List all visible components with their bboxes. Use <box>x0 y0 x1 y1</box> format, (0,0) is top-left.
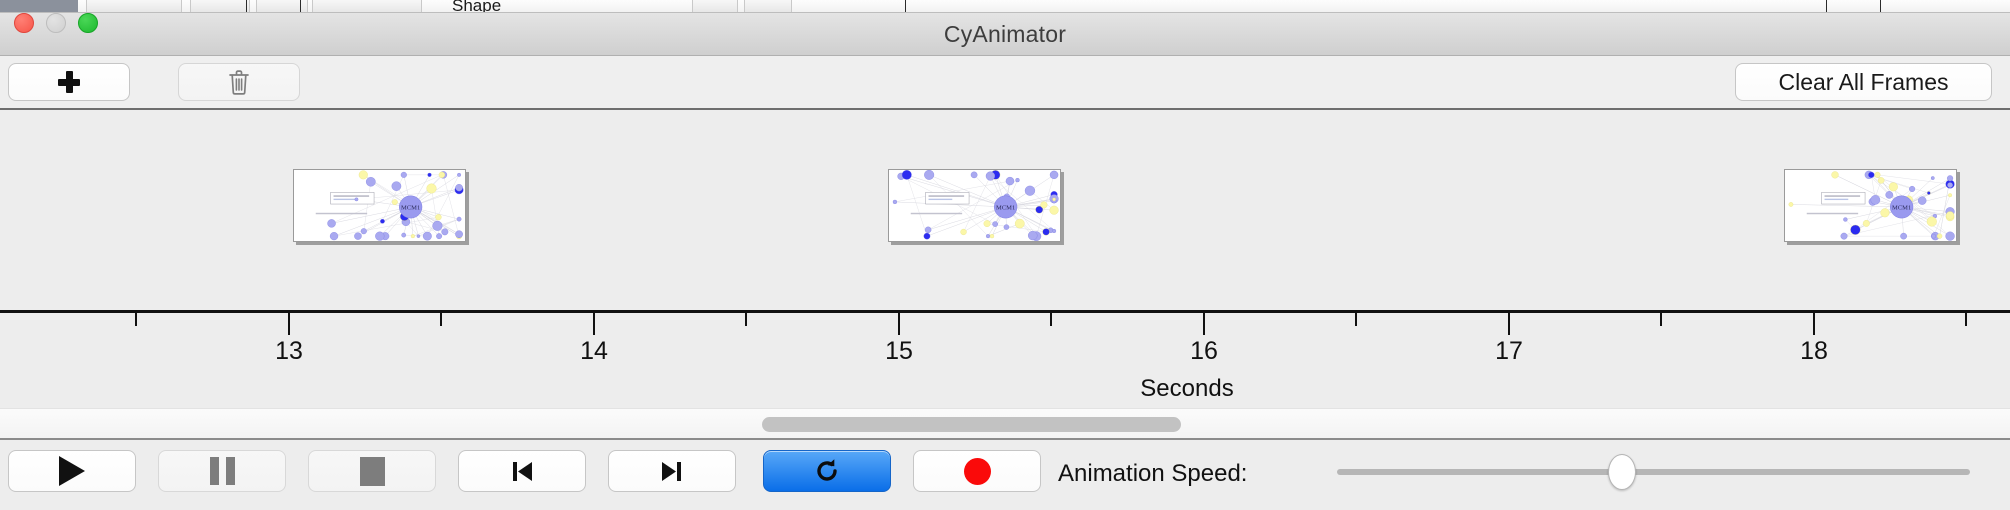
animation-speed-label: Animation Speed: <box>1058 460 1248 487</box>
axis-tick-label: 14 <box>580 337 608 365</box>
timeline-horizontal-scrollbar[interactable] <box>0 408 2010 440</box>
background-window-title: Shape <box>452 0 502 13</box>
title-bar: CyAnimator <box>0 13 2010 56</box>
plus-icon <box>58 71 80 93</box>
play-icon <box>59 456 85 486</box>
axis-tick-label: 13 <box>275 337 303 365</box>
animation-speed-slider[interactable] <box>1337 454 1970 490</box>
pause-icon <box>209 457 235 485</box>
background-window-dark-chip <box>0 0 78 12</box>
frame-thumbnail-3[interactable]: MCM1 <box>1784 169 1957 242</box>
skip-to-start-button[interactable] <box>458 450 586 492</box>
background-window-chip <box>692 0 738 12</box>
svg-text:MCM1: MCM1 <box>1892 205 1911 212</box>
svg-text:MCM1: MCM1 <box>996 205 1015 212</box>
slider-thumb[interactable] <box>1607 454 1636 490</box>
axis-tick-minor <box>1050 313 1052 326</box>
background-window-chip <box>256 0 308 12</box>
axis-tick-major <box>1508 313 1510 335</box>
axis-tick-major <box>1203 313 1205 335</box>
background-window-chip <box>744 0 792 12</box>
pause-button[interactable] <box>158 450 286 492</box>
background-window-chip <box>86 0 182 12</box>
minimize-button[interactable] <box>46 13 66 33</box>
axis-tick-label: 15 <box>885 337 913 365</box>
svg-text:MCM1: MCM1 <box>401 205 420 212</box>
record-icon <box>963 457 991 485</box>
background-window-chip <box>312 0 422 12</box>
axis-tick-minor <box>1965 313 1967 326</box>
axis-caption-seconds: Seconds <box>1140 375 1234 402</box>
record-button[interactable] <box>913 450 1041 492</box>
axis-tick-major <box>1813 313 1815 335</box>
playback-control-bar: Animation Speed: <box>0 440 2010 510</box>
frame-thumbnail-2[interactable]: MCM1 <box>888 169 1061 242</box>
skip-to-end-button[interactable] <box>608 450 736 492</box>
skip-back-icon <box>513 462 532 481</box>
stop-icon <box>359 456 385 486</box>
axis-tick-major <box>593 313 595 335</box>
slider-track <box>1337 469 1970 475</box>
delete-frame-button[interactable] <box>178 63 300 101</box>
toolbar: Clear All Frames <box>0 56 2010 108</box>
background-window-chip <box>190 0 250 12</box>
close-button[interactable] <box>14 13 34 33</box>
axis-tick-label: 16 <box>1190 337 1218 365</box>
axis-tick-label: 18 <box>1800 337 1828 365</box>
scrollbar-thumb[interactable] <box>762 417 1181 432</box>
loop-icon <box>817 459 837 481</box>
timeline-axis <box>0 310 2010 313</box>
add-frame-button[interactable] <box>8 63 130 101</box>
frame-thumbnail-1[interactable]: MCM1 <box>293 169 466 242</box>
maximize-button[interactable] <box>78 13 98 33</box>
play-button[interactable] <box>8 450 136 492</box>
trash-icon <box>229 70 249 95</box>
timeline-panel[interactable]: 12131415161718 MCM1 MCM1 MCM1 Seconds <box>0 108 2010 408</box>
axis-tick-minor <box>1355 313 1357 326</box>
window-title: CyAnimator <box>943 21 1067 47</box>
axis-tick-label: 17 <box>1495 337 1523 365</box>
background-window-strip: Shape <box>0 0 2010 13</box>
skip-forward-icon <box>662 462 681 481</box>
stop-button[interactable] <box>308 450 436 492</box>
axis-tick-minor <box>135 313 137 326</box>
axis-tick-major <box>288 313 290 335</box>
loop-button[interactable] <box>763 450 891 492</box>
axis-tick-minor <box>1660 313 1662 326</box>
axis-tick-major <box>898 313 900 335</box>
axis-tick-minor <box>745 313 747 326</box>
window-traffic-lights <box>14 13 98 33</box>
axis-tick-minor <box>440 313 442 326</box>
clear-all-frames-button[interactable]: Clear All Frames <box>1735 63 1992 101</box>
